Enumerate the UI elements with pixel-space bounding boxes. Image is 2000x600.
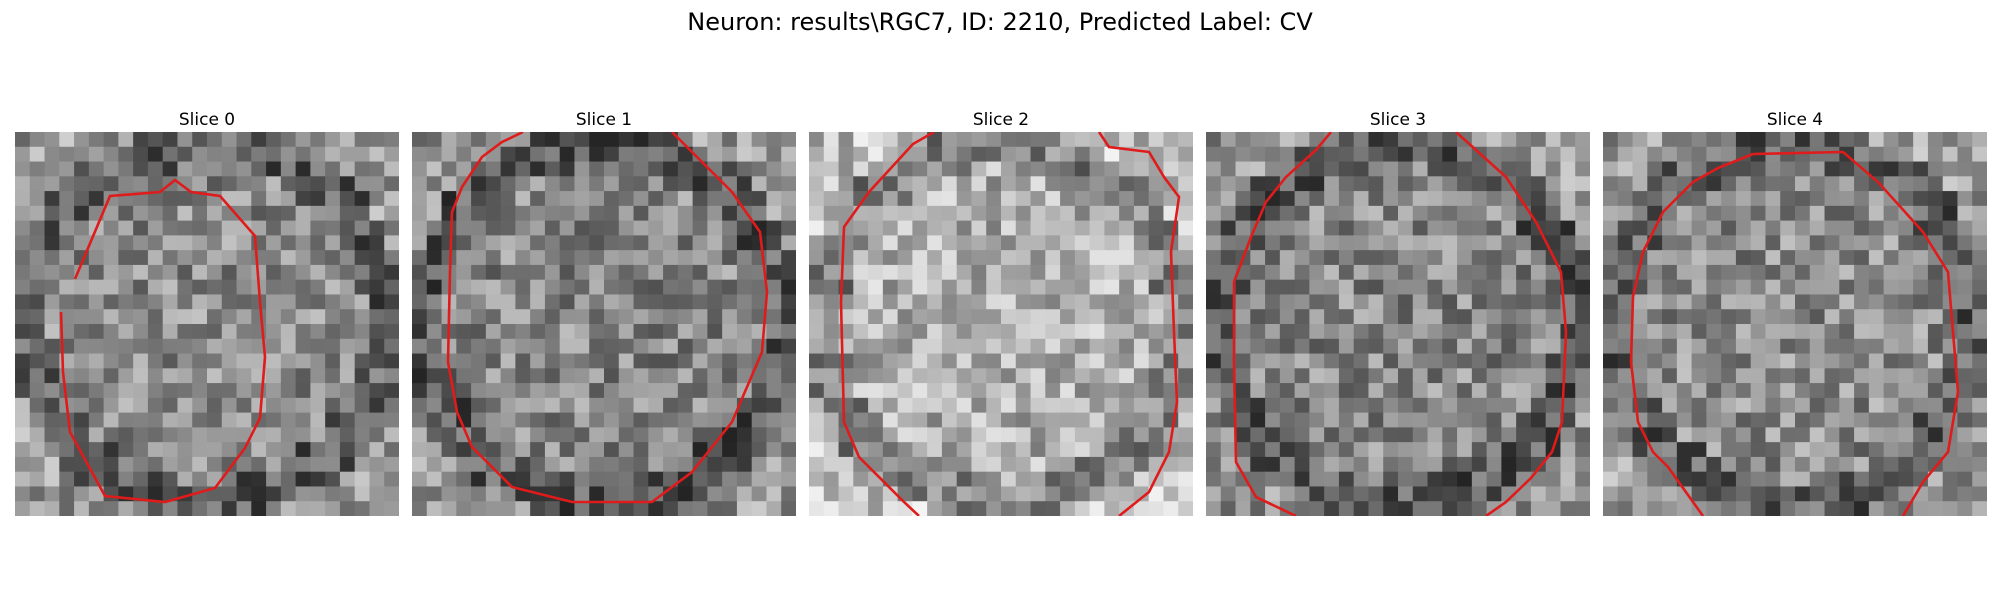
segmentation-contour [1097, 132, 1181, 516]
slice-image-3 [1206, 132, 1590, 516]
slice-panel-3: Slice 3 [1206, 108, 1590, 516]
figure-title: Neuron: results\RGC7, ID: 2210, Predicte… [687, 8, 1313, 36]
slice-image-2 [809, 132, 1193, 516]
slice-panel-2: Slice 2 [809, 108, 1193, 516]
slice-image-0 [15, 132, 399, 516]
segmentation-contour [1232, 132, 1332, 516]
segmentation-contour [1455, 132, 1568, 516]
slice-title-1: Slice 1 [575, 110, 633, 130]
slice-title-0: Slice 0 [178, 110, 236, 130]
slice-panel-4: Slice 4 [1603, 108, 1987, 516]
segmentation-contour [839, 132, 935, 516]
slice-title-2: Slice 2 [972, 110, 1030, 130]
slice-panel-1: Slice 1 [412, 108, 796, 516]
slice-title-4: Slice 4 [1766, 110, 1824, 130]
segmentation-contour [59, 178, 267, 504]
slice-title-3: Slice 3 [1369, 110, 1427, 130]
segmentation-contour [446, 132, 769, 504]
slice-image-4 [1603, 132, 1987, 516]
segmentation-contour [1629, 152, 1754, 516]
slice-image-1 [412, 132, 796, 516]
segmentation-contour [1752, 150, 1960, 516]
slice-panel-0: Slice 0 [15, 108, 399, 516]
